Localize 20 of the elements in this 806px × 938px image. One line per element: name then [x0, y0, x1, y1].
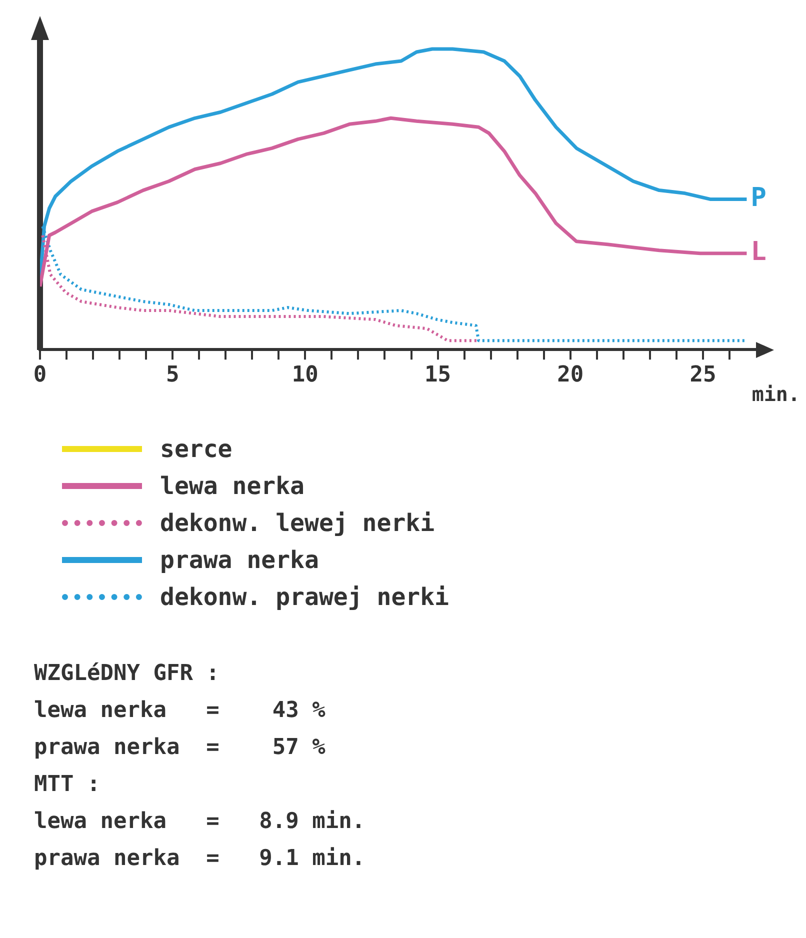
text: MTT :	[34, 771, 102, 799]
legend-label: prawa nerka	[160, 546, 319, 574]
x-tick-label: 15	[424, 362, 452, 388]
annotation: P	[750, 183, 766, 214]
x-axis-title: min.	[752, 382, 800, 406]
legend-label: lewa nerka	[160, 472, 304, 500]
text: WZGLéDNY GFR :	[34, 660, 220, 688]
text: prawa nerka = 9.1 min.	[34, 845, 366, 873]
x-tick-label: 25	[690, 362, 716, 388]
text: lewa nerka = 43 %	[34, 697, 326, 725]
text: prawa nerka = 57 %	[34, 734, 326, 762]
legend-label: dekonw. lewej nerki	[160, 508, 435, 536]
annotation: L	[750, 237, 766, 268]
x-tick-label: 5	[166, 362, 180, 388]
text: lewa nerka = 8.9 min.	[34, 808, 366, 836]
legend-label: dekonw. prawej nerki	[160, 582, 449, 610]
x-tick-label: 0	[33, 362, 47, 388]
legend-label: serce	[160, 434, 232, 462]
x-tick-label: 10	[292, 362, 318, 388]
x-tick-label: 20	[557, 362, 584, 388]
